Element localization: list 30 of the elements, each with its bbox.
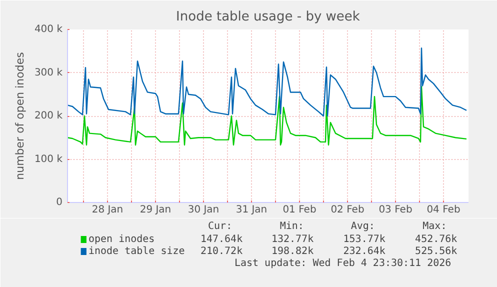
y-tick-label: 0 <box>56 197 63 208</box>
text: Last update: Wed Feb 4 23:30:11 2026 <box>234 258 452 269</box>
text: 147.64k <box>200 234 243 245</box>
text: Cur: <box>208 221 232 232</box>
x-tick-label: 29 Jan <box>140 204 172 216</box>
x-tick-label: 28 Jan <box>92 204 124 216</box>
chart-title: Inode table usage - by week <box>176 10 360 24</box>
text: 525.56k <box>415 246 458 257</box>
y-tick-label: 300 k <box>34 67 63 78</box>
text: Avg: <box>350 221 375 232</box>
x-tick-label: 01 Feb <box>282 204 316 216</box>
text: 452.76k <box>415 234 458 245</box>
x-tick-label: 03 Feb <box>378 204 412 216</box>
y-tick-label: 400 k <box>34 24 63 35</box>
text: Min: <box>280 221 304 232</box>
text: 198.82k <box>271 246 314 257</box>
y-tick-label: 100 k <box>34 154 63 165</box>
legend-label: inode table size <box>88 246 185 257</box>
x-tick-label: 30 Jan <box>188 204 220 216</box>
text: Max: <box>422 221 447 232</box>
x-tick-label: 31 Jan <box>236 204 268 216</box>
y-axis-title: number of open inodes <box>13 52 26 180</box>
text: 153.77k <box>343 234 386 245</box>
x-tick-label: 04 Feb <box>426 204 460 216</box>
legend-label: open inodes <box>88 234 155 245</box>
text: 232.64k <box>343 246 386 257</box>
x-tick-label: 02 Feb <box>330 204 364 216</box>
text: 210.72k <box>200 246 243 257</box>
y-tick-label: 200 k <box>34 110 63 122</box>
text: 132.77k <box>271 234 314 245</box>
